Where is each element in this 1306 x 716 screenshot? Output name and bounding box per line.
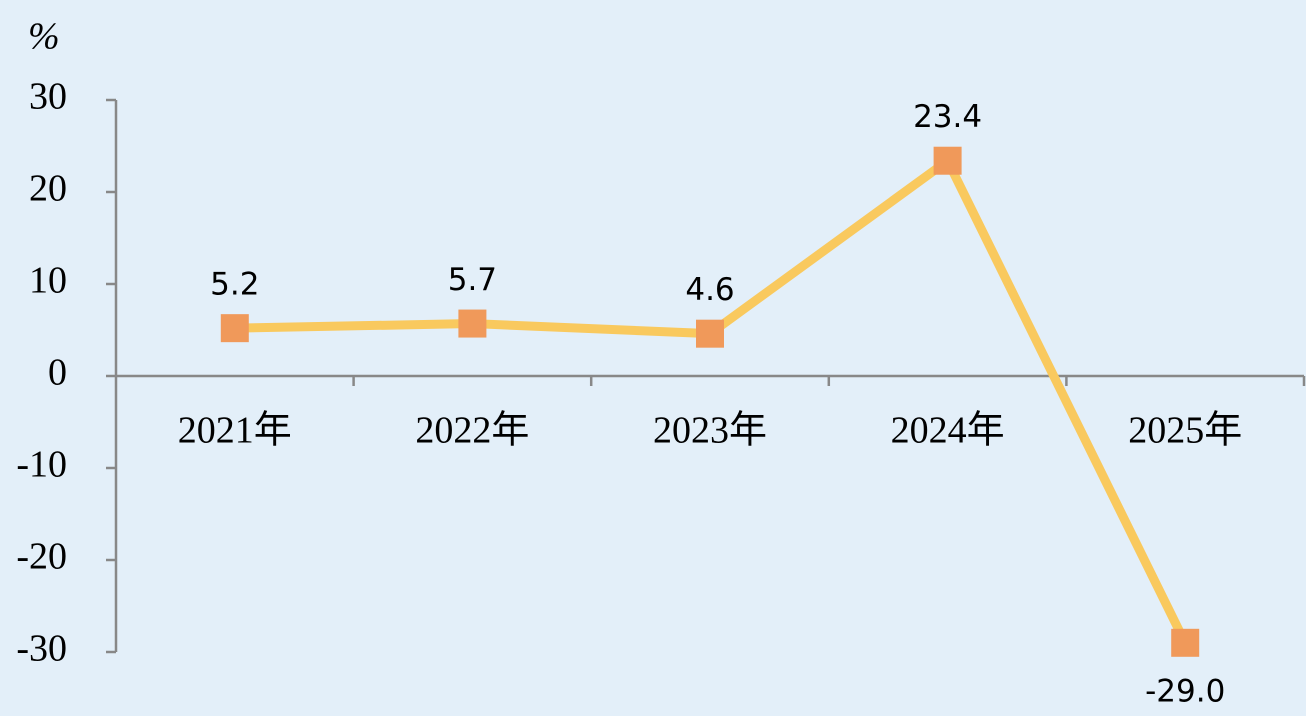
data-label: 5.2 <box>210 267 259 303</box>
data-label: 23.4 <box>913 99 982 135</box>
x-tick-label: 2023年 <box>653 410 767 452</box>
x-tick-label: 2024年 <box>891 410 1005 452</box>
marker <box>220 314 249 343</box>
marker <box>458 309 487 338</box>
y-tick-label: -30 <box>16 628 67 670</box>
y-tick-label: 20 <box>29 168 67 210</box>
data-label: -29.0 <box>1145 673 1225 709</box>
x-tick-label: 2025年 <box>1128 410 1242 452</box>
x-tick-label: 2021年 <box>178 410 292 452</box>
marker <box>933 146 962 175</box>
data-label: 4.6 <box>685 272 734 308</box>
data-label: 5.7 <box>448 262 497 298</box>
y-tick-label: 30 <box>29 76 67 118</box>
marker <box>696 319 724 348</box>
y-axis-label: % <box>28 16 60 58</box>
y-tick-label: 0 <box>48 352 67 394</box>
marker <box>1171 628 1200 657</box>
x-tick-label: 2022年 <box>415 410 529 452</box>
y-tick-label: -20 <box>16 536 67 578</box>
y-tick-label: -10 <box>16 444 67 486</box>
y-tick-label: 10 <box>29 260 67 302</box>
